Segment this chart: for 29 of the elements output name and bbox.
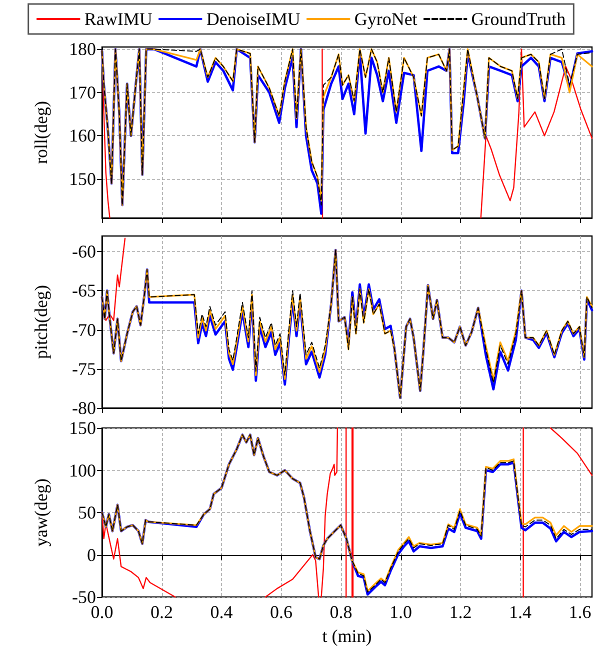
y-tick-label: 150 — [69, 169, 96, 190]
y-tick-label: -80 — [72, 398, 96, 418]
x-tick-label: 1.2 — [449, 602, 472, 622]
y-tick-label: 180 — [69, 39, 96, 60]
y-tick-label: 50 — [78, 502, 96, 522]
y-axis-title: yaw(deg) — [31, 478, 51, 546]
y-tick-label: 160 — [69, 126, 96, 146]
x-tick-label: 0.2 — [150, 602, 174, 622]
legend-label: GroundTruth — [471, 9, 566, 29]
y-axis-title: roll(deg) — [31, 101, 51, 164]
y-tick-label: 0 — [87, 544, 96, 565]
legend-label: RawIMU — [84, 9, 152, 29]
x-tick-label: 1.4 — [509, 602, 532, 622]
legend-label: GyroNet — [354, 9, 418, 29]
y-tick-label: -65 — [72, 280, 96, 301]
x-tick-label: 0.6 — [270, 602, 293, 622]
y-tick-label: 100 — [69, 460, 96, 480]
y-tick-label: -70 — [72, 320, 96, 340]
x-tick-label: 0.8 — [330, 602, 352, 622]
x-tick-label: 0.4 — [210, 602, 233, 622]
y-tick-label: -60 — [72, 242, 96, 262]
y-tick-label: 170 — [69, 82, 96, 102]
y-tick-label: -75 — [72, 358, 96, 379]
y-axis-title: pitch(deg) — [31, 285, 51, 359]
y-tick-label: 150 — [69, 418, 96, 438]
x-tick-label: 1.0 — [390, 602, 412, 622]
x-tick-label: 1.6 — [568, 602, 592, 622]
legend-label: DenoiseIMU — [206, 9, 300, 29]
x-axis-title: t (min) — [322, 626, 372, 646]
